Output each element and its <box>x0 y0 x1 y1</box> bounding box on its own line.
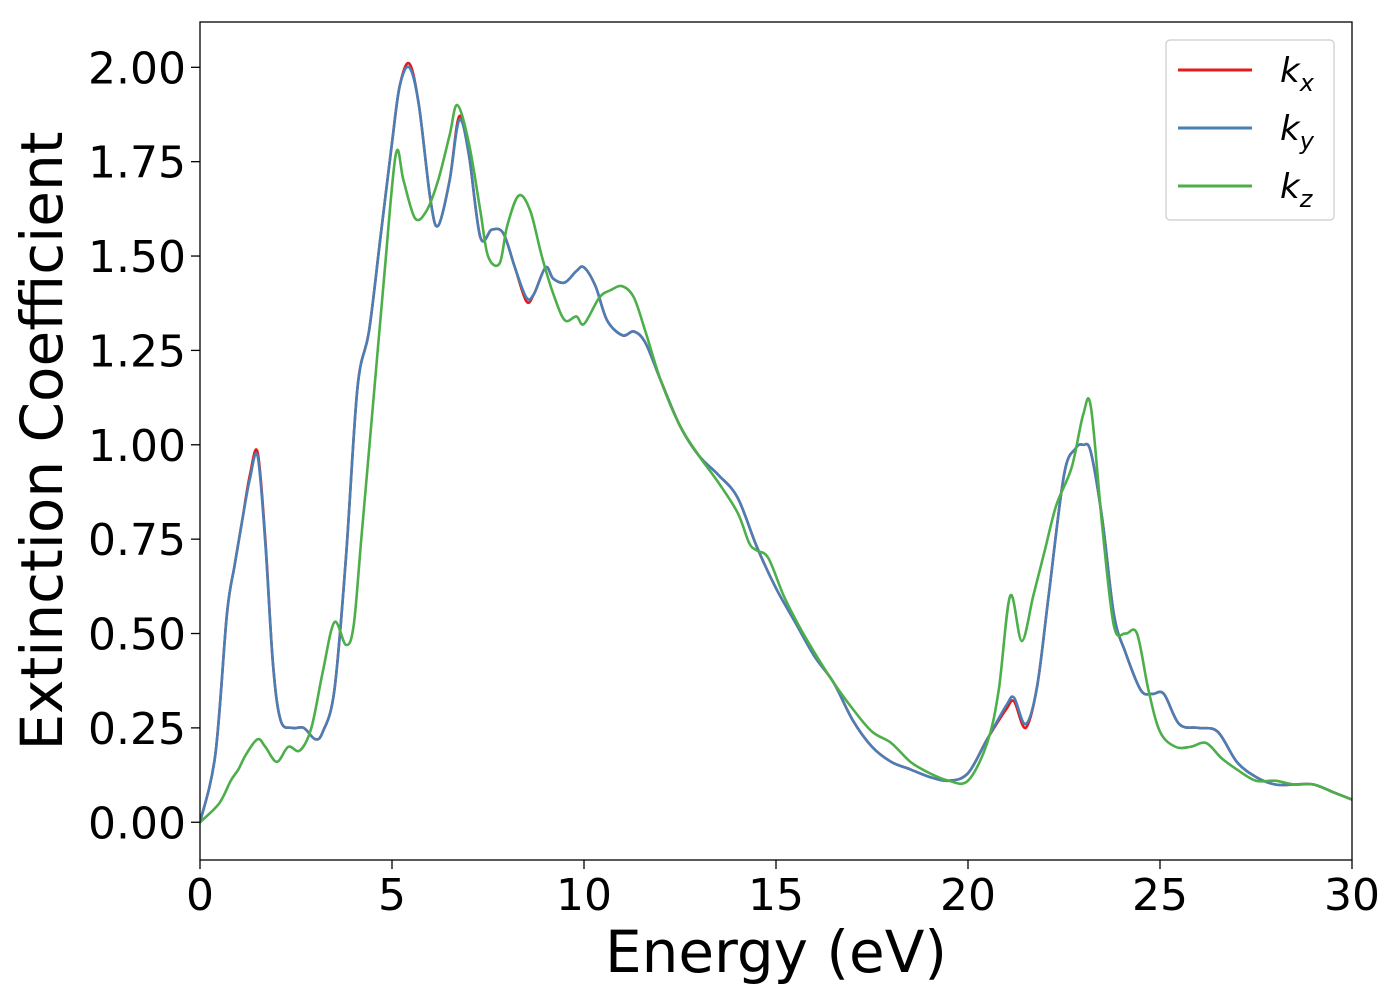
x-tick-label: 30 <box>1324 870 1380 921</box>
x-axis: 0 5 10 15 20 25 30 <box>186 860 1380 921</box>
y-axis-label: Extinction Coefficient <box>8 132 76 751</box>
y-tick-label: 0.75 <box>88 515 186 566</box>
x-tick-label: 5 <box>378 870 406 921</box>
y-axis: 0.00 0.25 0.50 0.75 1.00 1.25 1.50 1.75 2.00 <box>88 43 200 849</box>
y-tick-label: 0.50 <box>88 610 186 661</box>
legend-label: kz <box>1280 167 1314 213</box>
legend-item-z: kz <box>1178 167 1314 213</box>
legend-label: ky <box>1280 109 1315 155</box>
x-tick-label: 15 <box>748 870 804 921</box>
y-tick-label: 1.75 <box>88 138 186 189</box>
legend-label: kx <box>1280 51 1315 97</box>
x-tick-label: 0 <box>186 870 214 921</box>
y-tick-label: 1.00 <box>88 421 186 472</box>
legend-box <box>1165 39 1335 221</box>
y-tick-label: 0.00 <box>88 798 186 849</box>
legend: kx ky kz <box>1165 39 1335 221</box>
y-tick-label: 1.25 <box>88 326 186 377</box>
x-axis-label: Energy (eV) <box>605 918 947 986</box>
y-tick-label: 1.50 <box>88 232 186 283</box>
y-tick-label: 0.25 <box>88 704 186 755</box>
series-line-z <box>200 103 1352 824</box>
legend-item-y: ky <box>1178 109 1315 155</box>
x-tick-label: 20 <box>940 870 996 921</box>
series-layer <box>200 61 1352 824</box>
y-tick-label: 2.00 <box>88 43 186 94</box>
legend-item-x: kx <box>1178 51 1315 97</box>
x-tick-label: 10 <box>556 870 612 921</box>
x-tick-label: 25 <box>1132 870 1188 921</box>
